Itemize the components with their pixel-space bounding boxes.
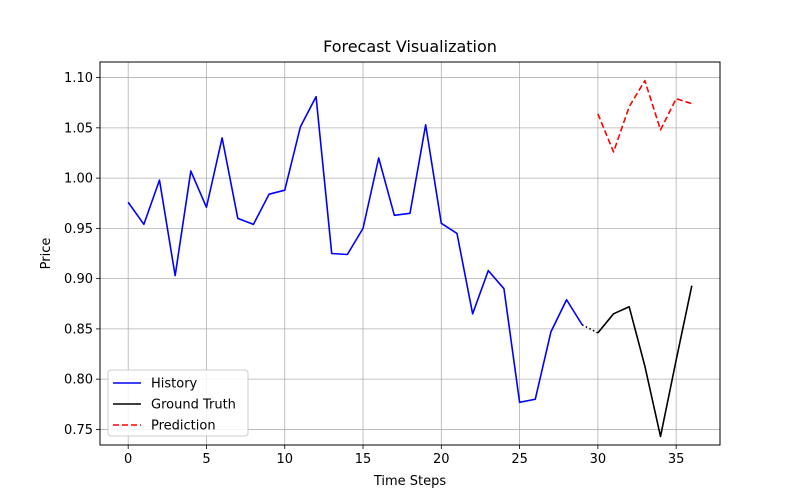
chart-title: Forecast Visualization bbox=[323, 37, 497, 56]
y-tick-label: 0.90 bbox=[64, 272, 93, 287]
y-tick-label: 0.95 bbox=[64, 222, 93, 237]
x-axis: 0 5 10 15 20 25 30 35 bbox=[124, 445, 684, 467]
x-tick-label: 25 bbox=[511, 452, 528, 467]
series-layer bbox=[127, 79, 693, 438]
ground-truth-line bbox=[597, 285, 693, 438]
x-tick-label: 0 bbox=[124, 452, 132, 467]
y-tick-label: 1.05 bbox=[64, 121, 93, 136]
x-tick-label: 10 bbox=[276, 452, 293, 467]
grid bbox=[100, 62, 720, 445]
x-tick-label: 15 bbox=[355, 452, 372, 467]
history-line bbox=[127, 95, 583, 404]
history-truth-connector bbox=[581, 324, 599, 334]
x-tick-label: 30 bbox=[590, 452, 607, 467]
y-tick-label: 0.85 bbox=[64, 322, 93, 337]
x-axis-label: Time Steps bbox=[373, 474, 447, 489]
y-tick-label: 0.75 bbox=[64, 423, 93, 438]
y-axis-label: Price bbox=[39, 238, 54, 270]
plot-frame bbox=[99, 61, 721, 446]
legend: History Ground Truth Prediction bbox=[107, 369, 249, 437]
legend-label-ground-truth: Ground Truth bbox=[151, 398, 236, 413]
y-tick-label: 1.00 bbox=[64, 172, 93, 187]
x-tick-label: 35 bbox=[668, 452, 685, 467]
prediction-line bbox=[597, 79, 693, 153]
x-tick-label: 20 bbox=[433, 452, 450, 467]
y-tick-label: 0.80 bbox=[64, 373, 93, 388]
legend-label-history: History bbox=[151, 377, 198, 392]
legend-label-prediction: Prediction bbox=[151, 419, 216, 434]
y-axis: 0.75 0.80 0.85 0.90 0.95 1.00 1.05 1.10 bbox=[64, 71, 100, 438]
legend-box bbox=[107, 369, 249, 437]
y-tick-label: 1.10 bbox=[64, 71, 93, 86]
x-tick-label: 5 bbox=[202, 452, 210, 467]
